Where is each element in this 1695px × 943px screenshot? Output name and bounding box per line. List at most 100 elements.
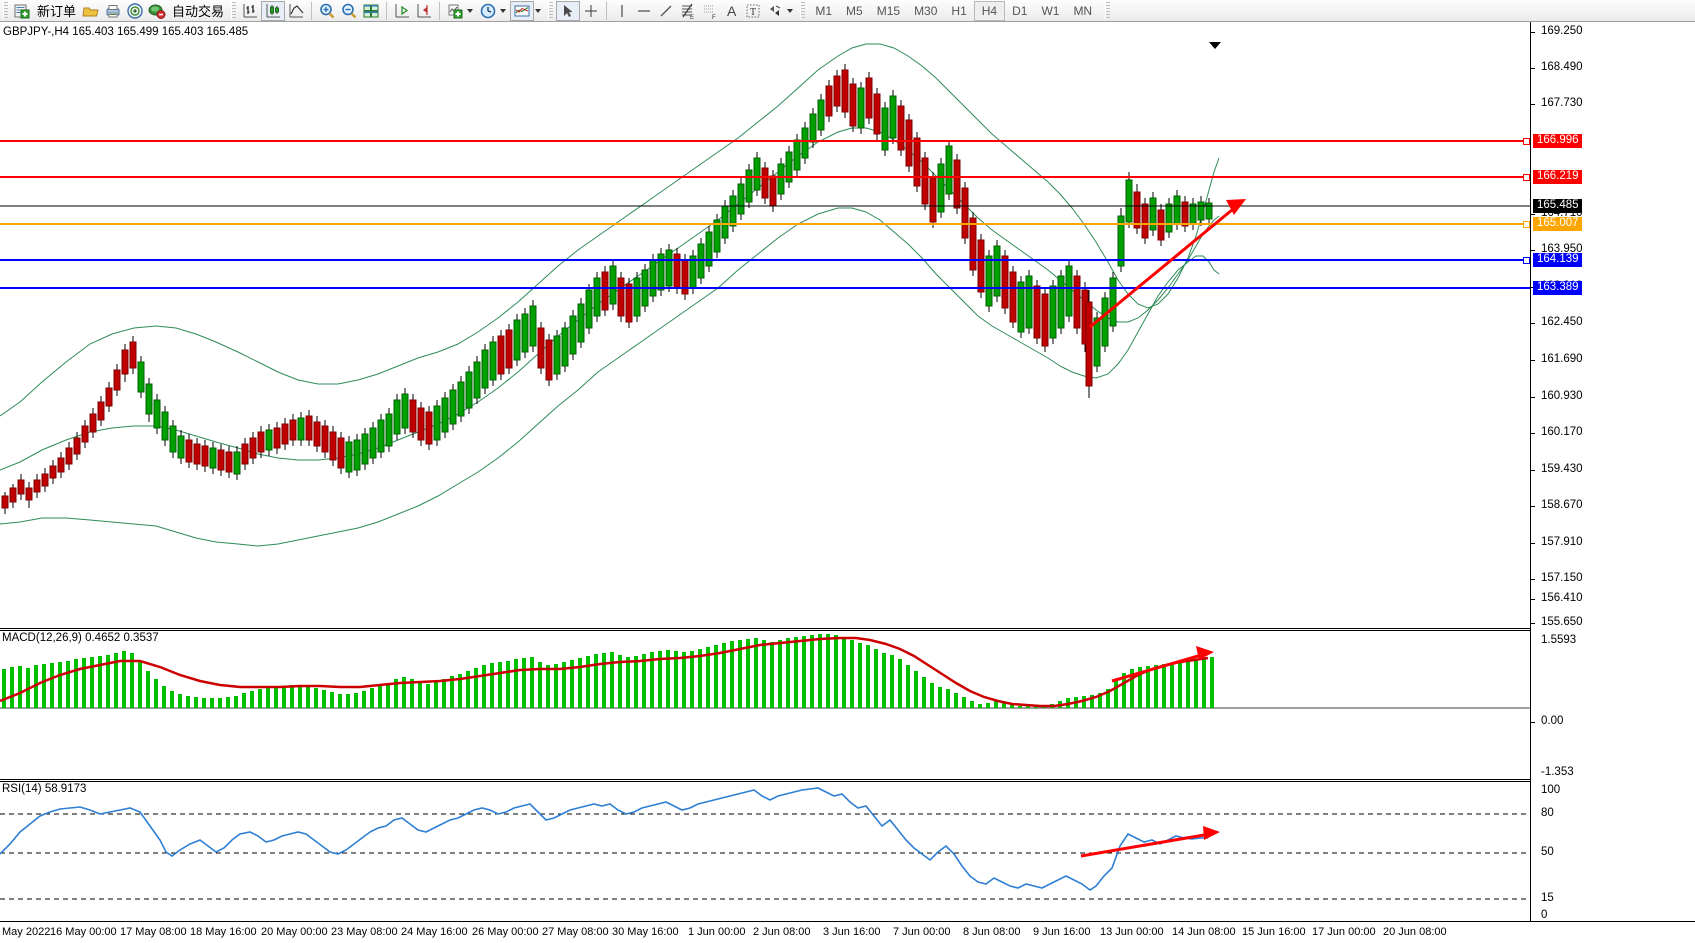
line-chart-icon[interactable] — [285, 1, 307, 21]
toolbar-grip-5[interactable] — [1105, 2, 1111, 19]
resistance-1-price-tag[interactable]: 166.996 — [1533, 134, 1582, 148]
toolbar-grip[interactable] — [3, 2, 8, 19]
zoom-out-icon[interactable] — [338, 1, 360, 21]
price-tick-label: 162.450 — [1541, 316, 1583, 328]
autotrading-label[interactable]: 自动交易 — [172, 4, 225, 19]
horizontal-line-icon[interactable] — [633, 1, 655, 21]
price-tick-label: 158.670 — [1541, 499, 1583, 511]
macd-pane[interactable] — [0, 631, 1530, 779]
crosshair-icon[interactable] — [580, 1, 602, 21]
rsi-indicator-label: RSI(14) 58.9173 — [2, 783, 87, 795]
time-tick-label: 24 May 16:00 — [401, 926, 468, 938]
symbol-header: GBPJPY-,H4 165.403 165.499 165.403 165.4… — [3, 26, 249, 38]
time-tick-label: 2 Jun 08:00 — [753, 926, 811, 938]
candlestick-icon[interactable] — [261, 0, 286, 21]
bar-chart-icon[interactable] — [239, 1, 261, 21]
toolbar-grip-2[interactable] — [231, 2, 237, 19]
support-2-price-tag[interactable]: 163.389 — [1533, 281, 1582, 295]
axis-tick — [1531, 506, 1535, 507]
price-scale-axis[interactable]: 169.250 168.490 167.730 164.710 163.950 … — [1530, 22, 1695, 921]
printer-icon[interactable] — [102, 1, 124, 21]
rsi-tick-label: 0 — [1541, 909, 1548, 921]
axis-tick — [1531, 623, 1535, 624]
resistance-2-price-tag[interactable]: 166.219 — [1533, 170, 1582, 184]
chart-area[interactable]: GBPJPY-,H4 165.403 165.499 165.403 165.4… — [0, 22, 1695, 943]
tab-timeframe-m15[interactable]: M15 — [876, 3, 901, 18]
auto-scroll-icon[interactable] — [391, 1, 413, 21]
tile-windows-icon[interactable] — [360, 1, 382, 21]
time-tick-label: 7 Jun 00:00 — [893, 926, 951, 938]
price-tick-label: 168.490 — [1541, 61, 1583, 73]
tab-timeframe-m5[interactable]: M5 — [846, 3, 863, 18]
time-tick-label: 20 Jun 08:00 — [1383, 926, 1447, 938]
time-tick-label: May 2022 — [2, 926, 51, 938]
macd-tick-label: 1.5593 — [1541, 634, 1577, 646]
axis-tick — [1531, 104, 1535, 105]
tab-timeframe-w1[interactable]: W1 — [1041, 3, 1060, 18]
zoom-in-icon[interactable] — [316, 1, 338, 21]
macd-histogram — [2, 634, 1214, 708]
periods-dropdown-arrow[interactable] — [500, 8, 507, 13]
time-tick-label: 27 May 08:00 — [542, 926, 609, 938]
clock-icon[interactable] — [477, 1, 499, 21]
tab-timeframe-h4[interactable]: H4 — [973, 0, 1006, 21]
time-tick-label: 9 Jun 16:00 — [1033, 926, 1091, 938]
folder-icon[interactable] — [80, 1, 102, 21]
new-order-icon[interactable] — [11, 1, 33, 21]
axis-tick — [1531, 722, 1535, 723]
tab-timeframe-h1[interactable]: H1 — [951, 3, 967, 18]
macd-signal-line — [0, 636, 1209, 708]
toolbar-grip-3[interactable] — [548, 2, 554, 19]
pivot-handle[interactable] — [1523, 221, 1530, 228]
rsi-tick-label: 80 — [1541, 807, 1554, 819]
time-tick-label: 23 May 08:00 — [331, 926, 398, 938]
support-1-price-tag[interactable]: 164.139 — [1533, 253, 1582, 267]
axis-tick — [1531, 543, 1535, 544]
time-tick-label: 16 May 00:00 — [50, 926, 117, 938]
trendline-icon[interactable] — [655, 1, 677, 21]
tab-timeframe-mn[interactable]: MN — [1073, 3, 1093, 18]
templates-dropdown-arrow[interactable] — [535, 8, 542, 13]
resistance-1-handle[interactable] — [1523, 138, 1530, 145]
template-icon[interactable] — [510, 0, 535, 21]
scroll-position-caret[interactable] — [1209, 42, 1221, 49]
toolbar-separator-4 — [606, 1, 608, 20]
time-tick-label: 26 May 00:00 — [472, 926, 539, 938]
text-icon[interactable]: A — [721, 1, 742, 21]
shapes-icon[interactable] — [764, 1, 786, 21]
price-tick-label: 157.150 — [1541, 572, 1583, 584]
new-order-label[interactable]: 新订单 — [37, 4, 77, 19]
price-pane[interactable] — [0, 22, 1530, 628]
rsi-pane[interactable] — [0, 782, 1530, 921]
price-tick-label: 157.910 — [1541, 536, 1583, 548]
price-tick-label: 159.430 — [1541, 463, 1583, 475]
autotrading-icon[interactable] — [146, 1, 168, 21]
time-tick-label: 20 May 00:00 — [261, 926, 328, 938]
tab-timeframe-m1[interactable]: M1 — [815, 3, 833, 18]
chart-shift-icon[interactable] — [413, 1, 435, 21]
svg-text:T: T — [750, 7, 756, 18]
text-label-icon[interactable]: T — [742, 1, 764, 21]
time-axis[interactable]: May 2022 16 May 00:00 17 May 08:00 18 Ma… — [0, 921, 1695, 943]
tab-timeframe-m30[interactable]: M30 — [914, 3, 938, 18]
fibonacci-icon[interactable]: E — [677, 1, 699, 21]
signal-icon[interactable] — [124, 1, 146, 21]
vertical-line-icon[interactable] — [611, 1, 633, 21]
shapes-dropdown-arrow[interactable] — [787, 8, 794, 13]
tab-timeframe-d1[interactable]: D1 — [1012, 3, 1028, 18]
channel-icon[interactable]: F — [699, 1, 721, 21]
resistance-2-handle[interactable] — [1523, 174, 1530, 181]
support-1-handle[interactable] — [1523, 257, 1530, 264]
add-indicator-icon[interactable] — [444, 1, 466, 21]
time-tick-label: 18 May 16:00 — [190, 926, 257, 938]
add-indicator-dropdown-arrow[interactable] — [467, 8, 474, 13]
toolbar-grip-4[interactable] — [800, 2, 806, 19]
time-tick-label: 14 Jun 08:00 — [1172, 926, 1236, 938]
axis-tick — [1531, 397, 1535, 398]
pivot-price-tag[interactable]: 165.007 — [1533, 217, 1582, 231]
toolbar-separator-1 — [311, 1, 313, 20]
axis-tick — [1531, 250, 1535, 251]
time-tick-label: 17 Jun 00:00 — [1312, 926, 1376, 938]
time-tick-label: 15 Jun 16:00 — [1242, 926, 1306, 938]
cursor-icon[interactable] — [556, 0, 581, 21]
